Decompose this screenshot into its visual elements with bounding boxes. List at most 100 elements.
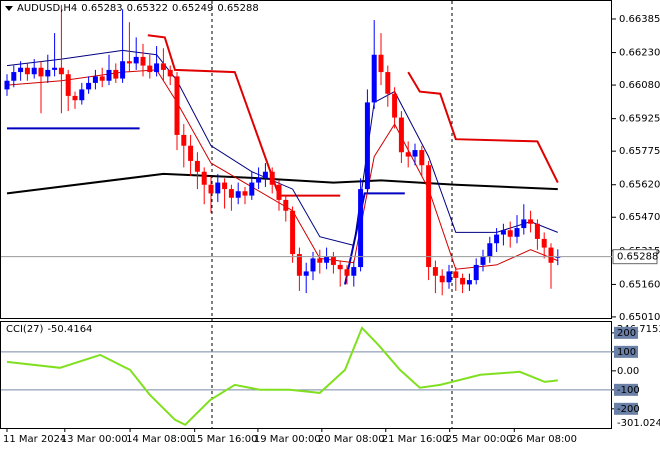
candle-body	[276, 184, 282, 200]
open: 0.65283	[81, 3, 123, 14]
candle-body	[133, 56, 139, 64]
y-tick-label: -100	[617, 385, 640, 396]
candle-body	[337, 264, 343, 270]
candle-body	[405, 152, 411, 157]
symbol-header: AUDUSD,H4 0.65283 0.65322 0.65249 0.65288	[17, 3, 263, 14]
y-tick-label: 0.65160	[619, 279, 660, 290]
level-box	[614, 345, 638, 358]
candle-body	[521, 219, 527, 229]
candle-body	[426, 165, 432, 268]
y-tick-label: 0.65470	[619, 212, 660, 223]
candle-body	[283, 199, 289, 211]
last-price-box	[612, 249, 658, 265]
candle-body	[398, 117, 404, 153]
candle-body	[466, 280, 472, 285]
candle-body	[86, 82, 92, 90]
candle-body	[460, 277, 466, 285]
level-box	[614, 402, 638, 415]
indicator-line	[7, 127, 405, 285]
candle-body	[534, 223, 540, 239]
candle-body	[99, 76, 105, 81]
candle-body	[188, 145, 194, 161]
y-tick-label: 0.65010	[619, 312, 660, 323]
y-min-label: -301.0249	[617, 418, 660, 429]
candle-body	[494, 234, 500, 244]
y-tick-label: 0.65925	[619, 114, 660, 125]
candle-body	[215, 182, 221, 194]
cci-header: CCI(27) -50.4164	[6, 324, 96, 335]
x-tick-label: 13 Mar 00:00	[61, 434, 128, 445]
y-tick-label: 0.66385	[619, 14, 660, 25]
candle-body	[344, 269, 350, 276]
low: 0.65249	[172, 3, 214, 14]
x-tick-label: 21 Mar 16:00	[382, 434, 449, 445]
candle-body	[38, 67, 44, 77]
candle-body	[194, 160, 200, 172]
high: 0.65322	[126, 3, 169, 14]
candle-body	[65, 74, 71, 96]
candle-body	[364, 102, 370, 190]
candle-body	[249, 182, 255, 196]
cci-value: -50.4164	[47, 324, 93, 335]
candle-body	[290, 210, 296, 255]
candle-body	[351, 267, 357, 276]
x-tick-label: 19 Mar 00:00	[254, 434, 321, 445]
candle-body	[58, 67, 64, 75]
indicator-line	[6, 326, 558, 427]
x-tick-label: 14 Mar 08:00	[126, 434, 193, 445]
candle-body	[160, 63, 166, 70]
candle-body	[453, 271, 459, 278]
cci-frame	[0, 321, 612, 429]
candle-body	[412, 150, 418, 157]
candle-body	[392, 93, 398, 118]
candle-body	[24, 67, 30, 75]
y-tick-label: 0.66080	[619, 80, 660, 91]
candle-body	[140, 56, 146, 66]
cci-title: CCI(27)	[6, 324, 44, 335]
x-tick-label: 15 Mar 16:00	[191, 434, 258, 445]
candle-body	[548, 247, 554, 263]
main-frame	[0, 0, 612, 319]
candle-body	[419, 150, 425, 166]
indicator-line	[6, 49, 558, 247]
x-tick-label: 25 Mar 00:00	[446, 434, 513, 445]
y-max-label: 246.7153	[617, 324, 660, 335]
candle-body	[147, 65, 153, 73]
candle-body	[120, 61, 126, 79]
candle-body	[4, 80, 10, 90]
close: 0.65288	[217, 3, 259, 14]
candle-body	[106, 69, 112, 81]
candle-body	[154, 63, 160, 73]
candle-body	[18, 67, 24, 73]
candle-body	[507, 230, 513, 237]
y-tick-label: -200	[617, 404, 640, 415]
candle-body	[324, 256, 330, 263]
candle-body	[235, 191, 241, 198]
candle-body	[262, 171, 268, 179]
y-tick-label: 200	[617, 328, 636, 339]
candle-body	[358, 189, 364, 268]
candle-body	[296, 254, 302, 276]
candle-body	[303, 271, 309, 276]
symbol: AUDUSD,H4	[17, 3, 78, 14]
candle-body	[269, 171, 275, 185]
candle-body	[242, 191, 248, 196]
candle-body	[473, 264, 479, 281]
y-tick-label: 0.00	[617, 366, 639, 377]
candle-body	[385, 72, 391, 94]
candle-body	[480, 256, 486, 265]
candle-body	[439, 275, 445, 283]
candle-body	[208, 184, 214, 194]
candle-body	[181, 134, 187, 146]
candle-body	[167, 69, 173, 77]
candle-body	[555, 256, 561, 258]
candle-body	[126, 61, 132, 64]
x-tick-label: 26 Mar 08:00	[510, 434, 577, 445]
candle-body	[432, 267, 438, 276]
candle-body	[330, 256, 336, 265]
indicator-line	[6, 172, 558, 195]
candle-body	[487, 243, 493, 257]
candle-body	[446, 271, 452, 283]
